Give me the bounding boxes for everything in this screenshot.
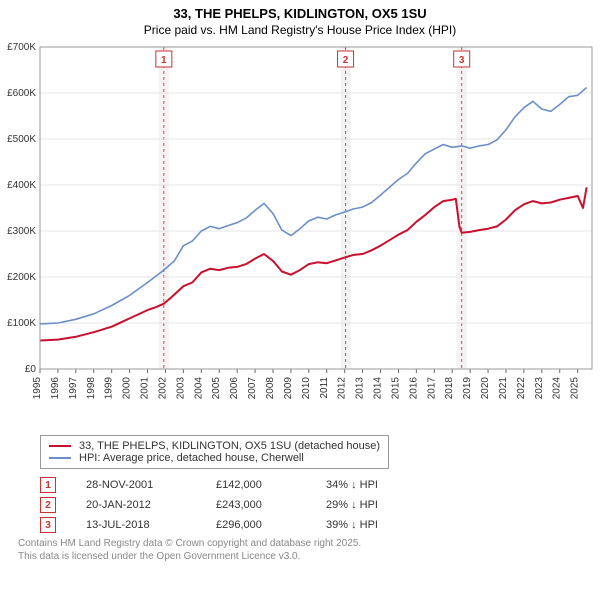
- svg-text:2001: 2001: [140, 377, 151, 400]
- svg-text:£0: £0: [25, 364, 37, 375]
- svg-text:2004: 2004: [193, 377, 204, 400]
- svg-text:2000: 2000: [122, 377, 133, 400]
- legend-label: 33, THE PHELPS, KIDLINGTON, OX5 1SU (det…: [79, 440, 380, 452]
- svg-text:1997: 1997: [68, 377, 79, 400]
- legend: 33, THE PHELPS, KIDLINGTON, OX5 1SU (det…: [40, 435, 389, 469]
- svg-text:1: 1: [161, 55, 167, 66]
- svg-text:2002: 2002: [157, 377, 168, 400]
- svg-text:2017: 2017: [426, 377, 437, 400]
- sales-row: 3 13-JUL-2018 £296,000 39% ↓ HPI: [40, 517, 590, 533]
- line-chart-svg: 1 2 3 £0 £100K £200K £300K £400K £500K £600K £700K…: [0, 39, 600, 429]
- sales-row: 1 28-NOV-2001 £142,000 34% ↓ HPI: [40, 477, 590, 493]
- sale-diff: 39% ↓ HPI: [326, 519, 416, 531]
- svg-text:2014: 2014: [373, 377, 384, 400]
- svg-text:2013: 2013: [355, 377, 366, 400]
- svg-text:£100K: £100K: [7, 318, 36, 329]
- sale-marker: 1: [40, 477, 56, 493]
- footer-line-2: This data is licensed under the Open Gov…: [18, 550, 590, 563]
- svg-text:2015: 2015: [390, 377, 401, 400]
- svg-text:2005: 2005: [211, 377, 222, 400]
- chart-title-block: 33, THE PHELPS, KIDLINGTON, OX5 1SU Pric…: [0, 0, 600, 39]
- svg-text:2020: 2020: [480, 377, 491, 400]
- sales-row: 2 20-JAN-2012 £243,000 29% ↓ HPI: [40, 497, 590, 513]
- sale-diff: 34% ↓ HPI: [326, 479, 416, 491]
- svg-text:£200K: £200K: [7, 272, 36, 283]
- title-line-1: 33, THE PHELPS, KIDLINGTON, OX5 1SU: [10, 6, 590, 21]
- svg-text:1996: 1996: [50, 377, 61, 400]
- svg-text:2018: 2018: [444, 377, 455, 400]
- svg-text:2011: 2011: [319, 377, 330, 399]
- svg-text:£300K: £300K: [7, 226, 36, 237]
- svg-text:2024: 2024: [552, 377, 563, 400]
- svg-text:£600K: £600K: [7, 88, 36, 99]
- legend-swatch: [49, 457, 71, 459]
- svg-text:2003: 2003: [175, 377, 186, 400]
- svg-text:2008: 2008: [265, 377, 276, 400]
- svg-text:2021: 2021: [498, 377, 509, 400]
- legend-swatch: [49, 445, 71, 447]
- chart-area: 1 2 3 £0 £100K £200K £300K £400K £500K £600K £700K…: [0, 39, 600, 429]
- svg-text:1999: 1999: [104, 377, 115, 400]
- svg-text:£700K: £700K: [7, 42, 36, 53]
- sale-diff: 29% ↓ HPI: [326, 499, 416, 511]
- svg-text:2023: 2023: [534, 377, 545, 400]
- svg-text:£500K: £500K: [7, 134, 36, 145]
- footer-attribution: Contains HM Land Registry data © Crown c…: [18, 537, 590, 563]
- title-line-2: Price paid vs. HM Land Registry's House …: [10, 23, 590, 37]
- sale-date: 28-NOV-2001: [86, 479, 186, 491]
- svg-text:3: 3: [459, 55, 465, 66]
- svg-text:2007: 2007: [247, 377, 258, 400]
- sale-date: 20-JAN-2012: [86, 499, 186, 511]
- svg-text:2: 2: [343, 55, 349, 66]
- sales-table: 1 28-NOV-2001 £142,000 34% ↓ HPI 2 20-JAN-201…: [40, 477, 590, 533]
- sale-price: £243,000: [216, 499, 296, 511]
- svg-text:2016: 2016: [408, 377, 419, 400]
- svg-text:£400K: £400K: [7, 180, 36, 191]
- footer-line-1: Contains HM Land Registry data © Crown c…: [18, 537, 590, 550]
- svg-text:2009: 2009: [283, 377, 294, 400]
- svg-text:2019: 2019: [462, 377, 473, 400]
- svg-text:2012: 2012: [337, 377, 348, 400]
- svg-text:2006: 2006: [229, 377, 240, 400]
- sale-marker: 2: [40, 497, 56, 513]
- svg-text:1995: 1995: [32, 377, 43, 400]
- legend-item: 33, THE PHELPS, KIDLINGTON, OX5 1SU (det…: [49, 440, 380, 452]
- sale-price: £142,000: [216, 479, 296, 491]
- sale-date: 13-JUL-2018: [86, 519, 186, 531]
- svg-text:2022: 2022: [516, 377, 527, 400]
- sale-price: £296,000: [216, 519, 296, 531]
- chart-container: { "title": { "line1": "33, THE PHELPS, K…: [0, 0, 600, 590]
- svg-text:1998: 1998: [86, 377, 97, 400]
- svg-text:2025: 2025: [570, 377, 581, 400]
- legend-label: HPI: Average price, detached house, Cher…: [79, 452, 304, 464]
- legend-item: HPI: Average price, detached house, Cher…: [49, 452, 380, 464]
- svg-text:2010: 2010: [301, 377, 312, 400]
- sale-marker: 3: [40, 517, 56, 533]
